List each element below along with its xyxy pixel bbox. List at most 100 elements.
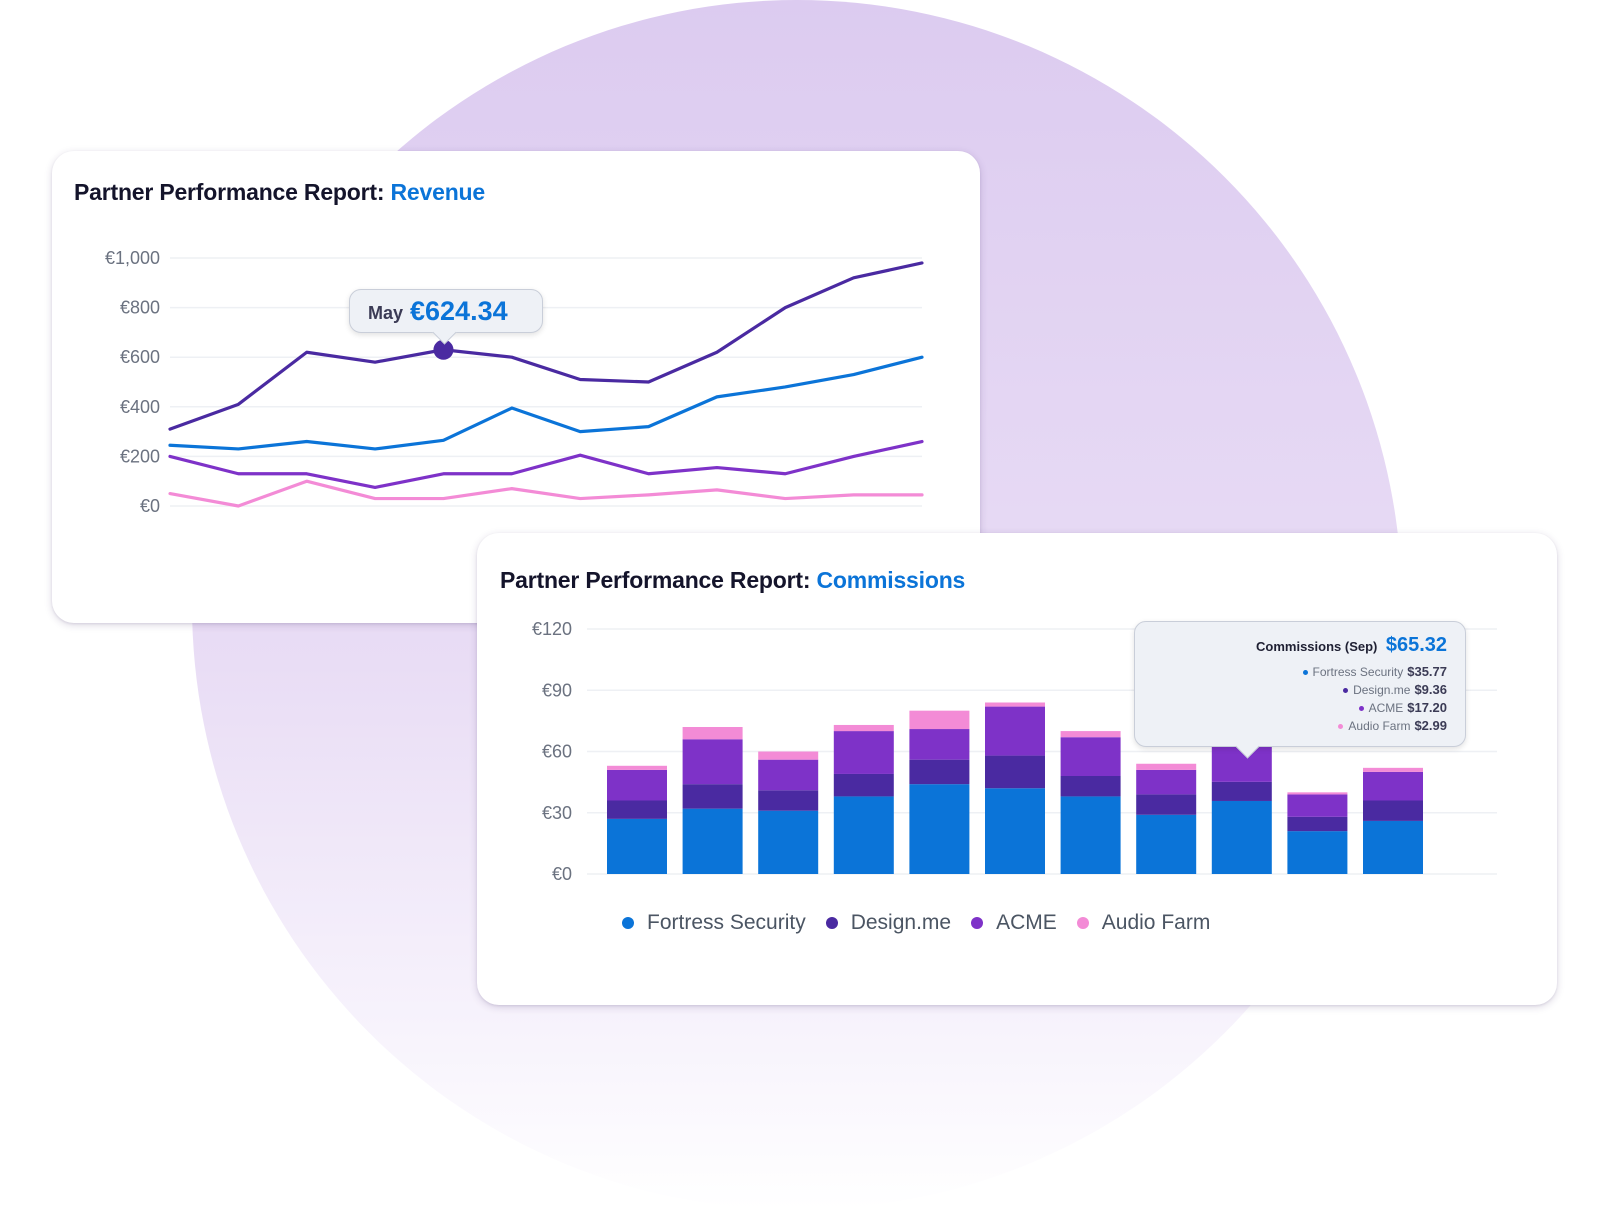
tooltip-row-name: Design.me — [1353, 683, 1411, 697]
commissions-tooltip: Commissions (Sep) $65.32 Fortress Securi… — [1134, 621, 1466, 747]
bar-segment — [985, 755, 1045, 789]
tooltip-row-value: $17.20 — [1407, 700, 1447, 715]
tooltip-row-acme: ACME $17.20 — [1358, 700, 1447, 715]
bar-segment — [833, 796, 894, 874]
y-tick-label: €90 — [542, 680, 572, 700]
bar-segment — [607, 818, 667, 874]
bar-segment — [985, 706, 1045, 756]
y-tick-label: €1,000 — [105, 248, 160, 268]
y-tick-label: €800 — [120, 298, 160, 318]
y-tick-label: €120 — [532, 619, 572, 639]
bar-segment — [909, 729, 970, 760]
legend-dot-icon — [825, 917, 838, 929]
bar-segment — [607, 769, 667, 801]
bar-segment — [985, 788, 1045, 874]
bar-segment — [1363, 771, 1423, 801]
commissions-card: Partner Performance Report: Commissions … — [477, 533, 1557, 1005]
commissions-tooltip-label: Commissions (Sep) — [1256, 639, 1378, 654]
bar-segment — [758, 790, 819, 811]
commissions-tooltip-value: $65.32 — [1385, 634, 1447, 656]
revenue-title-prefix: Partner Performance Report: — [74, 179, 385, 205]
bar-segment — [1287, 794, 1348, 817]
tooltip-row-value: $9.36 — [1414, 682, 1447, 697]
bar-segment — [985, 702, 1045, 707]
bar-segment — [833, 773, 894, 797]
bar-segment — [833, 724, 894, 732]
legend-label: Audio Farm — [1101, 911, 1211, 934]
series-line — [168, 355, 924, 451]
tooltip-row-audiofarm: Audio Farm $2.99 — [1338, 718, 1447, 733]
bar-segment — [833, 731, 894, 774]
bar-segment — [1287, 816, 1348, 832]
series-line — [168, 261, 924, 431]
bar-segment — [909, 784, 970, 874]
bar-segment — [682, 739, 743, 785]
bar-segment — [682, 784, 743, 809]
tooltip-row-name: ACME — [1368, 701, 1404, 715]
tooltip-row-value: $35.77 — [1407, 664, 1447, 679]
tooltip-dot-icon — [1338, 724, 1344, 730]
legend-dot-icon — [971, 917, 984, 929]
y-tick-label: €0 — [140, 496, 160, 516]
y-tick-label: €60 — [542, 742, 572, 762]
commissions-title: Partner Performance Report: Commissions — [500, 567, 965, 594]
bar-segment — [1363, 820, 1423, 874]
highlight-point — [433, 339, 454, 360]
bar-segment — [1211, 781, 1272, 801]
legend-item-fortress[interactable]: Fortress Security — [622, 911, 806, 935]
tooltip-dot-icon — [1343, 688, 1349, 694]
bar-segment — [1060, 731, 1121, 738]
y-tick-label: €30 — [542, 803, 572, 823]
commissions-title-accent: Commissions — [816, 567, 966, 593]
revenue-title-accent: Revenue — [390, 179, 486, 205]
bar-segment — [1287, 792, 1348, 795]
y-tick-label: €600 — [120, 347, 160, 367]
series-line — [168, 479, 924, 508]
tooltip-row-fortress: Fortress Security $35.77 — [1302, 664, 1447, 679]
revenue-tooltip: May €624.34 — [349, 289, 543, 333]
commissions-title-prefix: Partner Performance Report: — [500, 567, 811, 593]
legend-item-designme[interactable]: Design.me — [825, 911, 952, 935]
y-tick-label: €200 — [120, 446, 160, 466]
tooltip-row-name: Audio Farm — [1348, 719, 1411, 733]
bar-segment — [1363, 800, 1423, 821]
tooltip-dot-icon — [1302, 670, 1308, 676]
bar-segment — [758, 751, 819, 760]
bar-segment — [607, 800, 667, 819]
bar-segment — [1060, 776, 1121, 797]
bar-segment — [1136, 763, 1197, 770]
legend-item-audiofarm[interactable]: Audio Farm — [1076, 911, 1211, 935]
bar-segment — [909, 710, 970, 730]
revenue-title: Partner Performance Report: Revenue — [74, 179, 485, 206]
bar-segment — [758, 759, 819, 791]
revenue-tooltip-value: €624.34 — [410, 296, 508, 326]
tooltip-dot-icon — [1358, 706, 1364, 712]
bar-segment — [1136, 769, 1197, 795]
bar-segment — [1363, 767, 1423, 772]
bar-segment — [1136, 794, 1197, 815]
bar-segment — [682, 808, 743, 874]
commissions-tooltip-header: Commissions (Sep) $65.32 — [1256, 634, 1447, 657]
bar-segment — [682, 727, 743, 740]
bar-segment — [1211, 800, 1272, 874]
legend-dot-icon — [1076, 917, 1089, 929]
bar-segment — [1136, 814, 1197, 874]
revenue-line-chart: €0 €200 €400 €600 €800 €1,000 — [105, 248, 924, 516]
bar-segment — [1287, 831, 1348, 874]
bar-segment — [1060, 796, 1121, 874]
legend-label: Design.me — [850, 911, 952, 934]
revenue-tooltip-month: May — [368, 303, 404, 323]
tooltip-row-name: Fortress Security — [1312, 665, 1404, 679]
legend-item-acme[interactable]: ACME — [971, 911, 1057, 935]
bar-segment — [607, 765, 667, 770]
tooltip-row-value: $2.99 — [1414, 718, 1447, 733]
legend-dot-icon — [622, 917, 634, 929]
bar-segment — [1060, 737, 1121, 776]
bar-segment — [758, 810, 819, 874]
tooltip-row-designme: Design.me $9.36 — [1343, 682, 1447, 697]
legend-label: ACME — [996, 911, 1057, 934]
series-line — [168, 439, 924, 489]
y-tick-label: €400 — [120, 397, 160, 417]
y-tick-label: €0 — [552, 864, 572, 884]
bar-segment — [909, 759, 970, 785]
